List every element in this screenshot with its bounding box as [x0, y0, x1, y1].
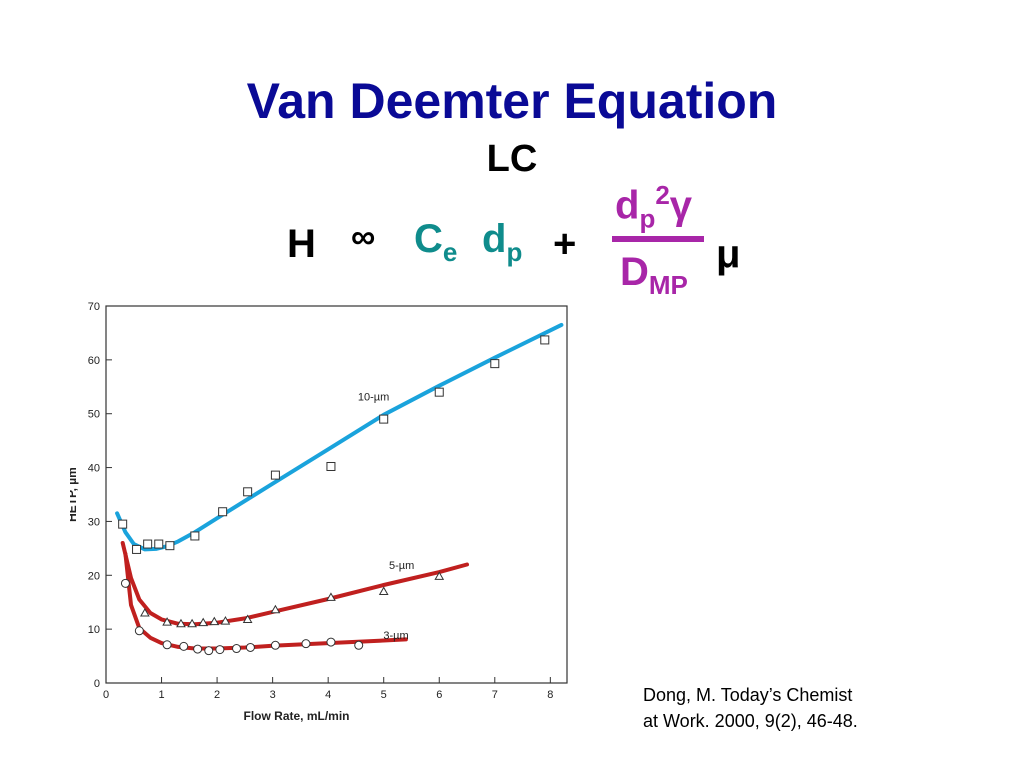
data-point-circle — [179, 641, 189, 651]
y-tick-label: 0 — [94, 678, 100, 690]
series-label: 10-µm — [358, 391, 389, 403]
data-point-triangle — [242, 614, 253, 623]
data-point-square — [132, 544, 142, 554]
fraction-bar — [612, 236, 704, 242]
data-point-triangle — [434, 571, 445, 580]
data-point-triangle — [187, 618, 197, 628]
x-tick-label: 6 — [436, 689, 442, 701]
citation: Dong, M. Today’s Chemist at Work. 2000, … — [643, 682, 858, 734]
x-tick-label: 4 — [325, 689, 331, 701]
y-tick-label: 60 — [88, 355, 100, 367]
slide-subtitle: LC — [486, 138, 538, 180]
data-point-circle — [215, 645, 225, 655]
equation-denominator: DMP — [620, 250, 688, 301]
x-tick-label: 0 — [103, 689, 109, 701]
equation-mu: μ — [716, 232, 741, 276]
x-tick-label: 8 — [547, 689, 553, 701]
data-point-square — [118, 519, 128, 529]
y-tick-label: 10 — [88, 624, 100, 636]
equation-num-d: d — [615, 183, 640, 228]
data-point-triangle — [270, 604, 281, 614]
data-point-square — [243, 487, 253, 497]
equation-h: H — [287, 222, 316, 266]
equation-den-subscript: MP — [648, 270, 688, 300]
equation-dp: dp — [482, 217, 522, 268]
series-line — [123, 551, 408, 651]
data-point-square — [379, 414, 389, 424]
data-point-circle — [301, 639, 311, 649]
data-point-triangle — [198, 617, 209, 627]
data-point-circle — [162, 640, 172, 650]
plot-frame — [105, 305, 568, 684]
data-point-square — [270, 470, 280, 480]
equation-c-subscript: e — [442, 237, 458, 267]
data-point-circle — [134, 626, 144, 636]
x-tick-label: 3 — [270, 689, 276, 701]
series-line — [115, 322, 564, 552]
equation-c: C — [414, 217, 443, 261]
data-point-circle — [120, 578, 130, 588]
series-line — [120, 541, 469, 627]
y-tick-label: 40 — [88, 463, 100, 475]
data-point-triangle — [378, 586, 389, 595]
x-tick-label: 7 — [492, 689, 498, 701]
data-point-circle — [354, 640, 364, 650]
equation-numerator: dp2γ — [615, 180, 692, 234]
data-point-circle — [193, 644, 203, 654]
x-axis-label: Flow Rate, mL/min — [243, 709, 349, 723]
equation-ce: Ce — [414, 217, 457, 268]
data-point-triangle — [140, 607, 150, 617]
equation-d-subscript: p — [506, 237, 523, 267]
x-tick-label: 5 — [381, 689, 387, 701]
data-point-triangle — [326, 592, 336, 601]
data-point-triangle — [209, 616, 220, 626]
data-point-square — [434, 387, 444, 397]
data-point-triangle — [176, 618, 186, 628]
citation-line-2: at Work. 2000, 9(2), 46-48. — [643, 711, 858, 731]
series-label: 5-µm — [389, 560, 414, 572]
x-tick-label: 2 — [214, 689, 220, 701]
slide-title: Van Deemter Equation — [246, 73, 778, 129]
y-tick-label: 30 — [88, 516, 100, 528]
data-point-triangle — [162, 617, 172, 626]
y-axis-label: HETP, µm — [70, 467, 79, 522]
data-point-triangle — [220, 616, 231, 625]
data-point-square — [143, 539, 153, 549]
data-point-circle — [232, 644, 242, 654]
equation-num-superscript: 2 — [655, 180, 670, 210]
equation-d: d — [482, 217, 507, 261]
equation-proportional-symbol: ∞ — [351, 218, 376, 256]
series-label: 3-µm — [383, 630, 408, 642]
y-tick-label: 50 — [88, 409, 100, 421]
data-point-circle — [204, 646, 214, 656]
citation-line-1: Dong, M. Today’s Chemist — [643, 685, 853, 705]
data-point-square — [490, 359, 500, 369]
data-point-square — [540, 335, 550, 345]
data-point-circle — [270, 640, 280, 650]
data-point-square — [165, 541, 175, 551]
data-point-circle — [245, 642, 255, 652]
y-tick-label: 20 — [88, 570, 100, 582]
y-tick-label: 70 — [88, 301, 100, 313]
equation-plus: + — [553, 222, 577, 266]
x-tick-label: 1 — [158, 689, 164, 701]
equation-num-subscript: p — [639, 203, 656, 234]
van-deemter-chart: 0 1 2 3 4 5 6 7 8 0 10 20 30 40 50 60 70 Flow Rate, mL/mi… — [70, 301, 568, 723]
data-point-square — [326, 461, 336, 471]
data-point-square — [218, 507, 228, 517]
data-point-square — [154, 539, 164, 549]
equation-gamma: γ — [669, 183, 693, 228]
equation-den-d: D — [620, 250, 649, 294]
data-point-square — [190, 531, 200, 541]
data-point-circle — [326, 637, 336, 647]
